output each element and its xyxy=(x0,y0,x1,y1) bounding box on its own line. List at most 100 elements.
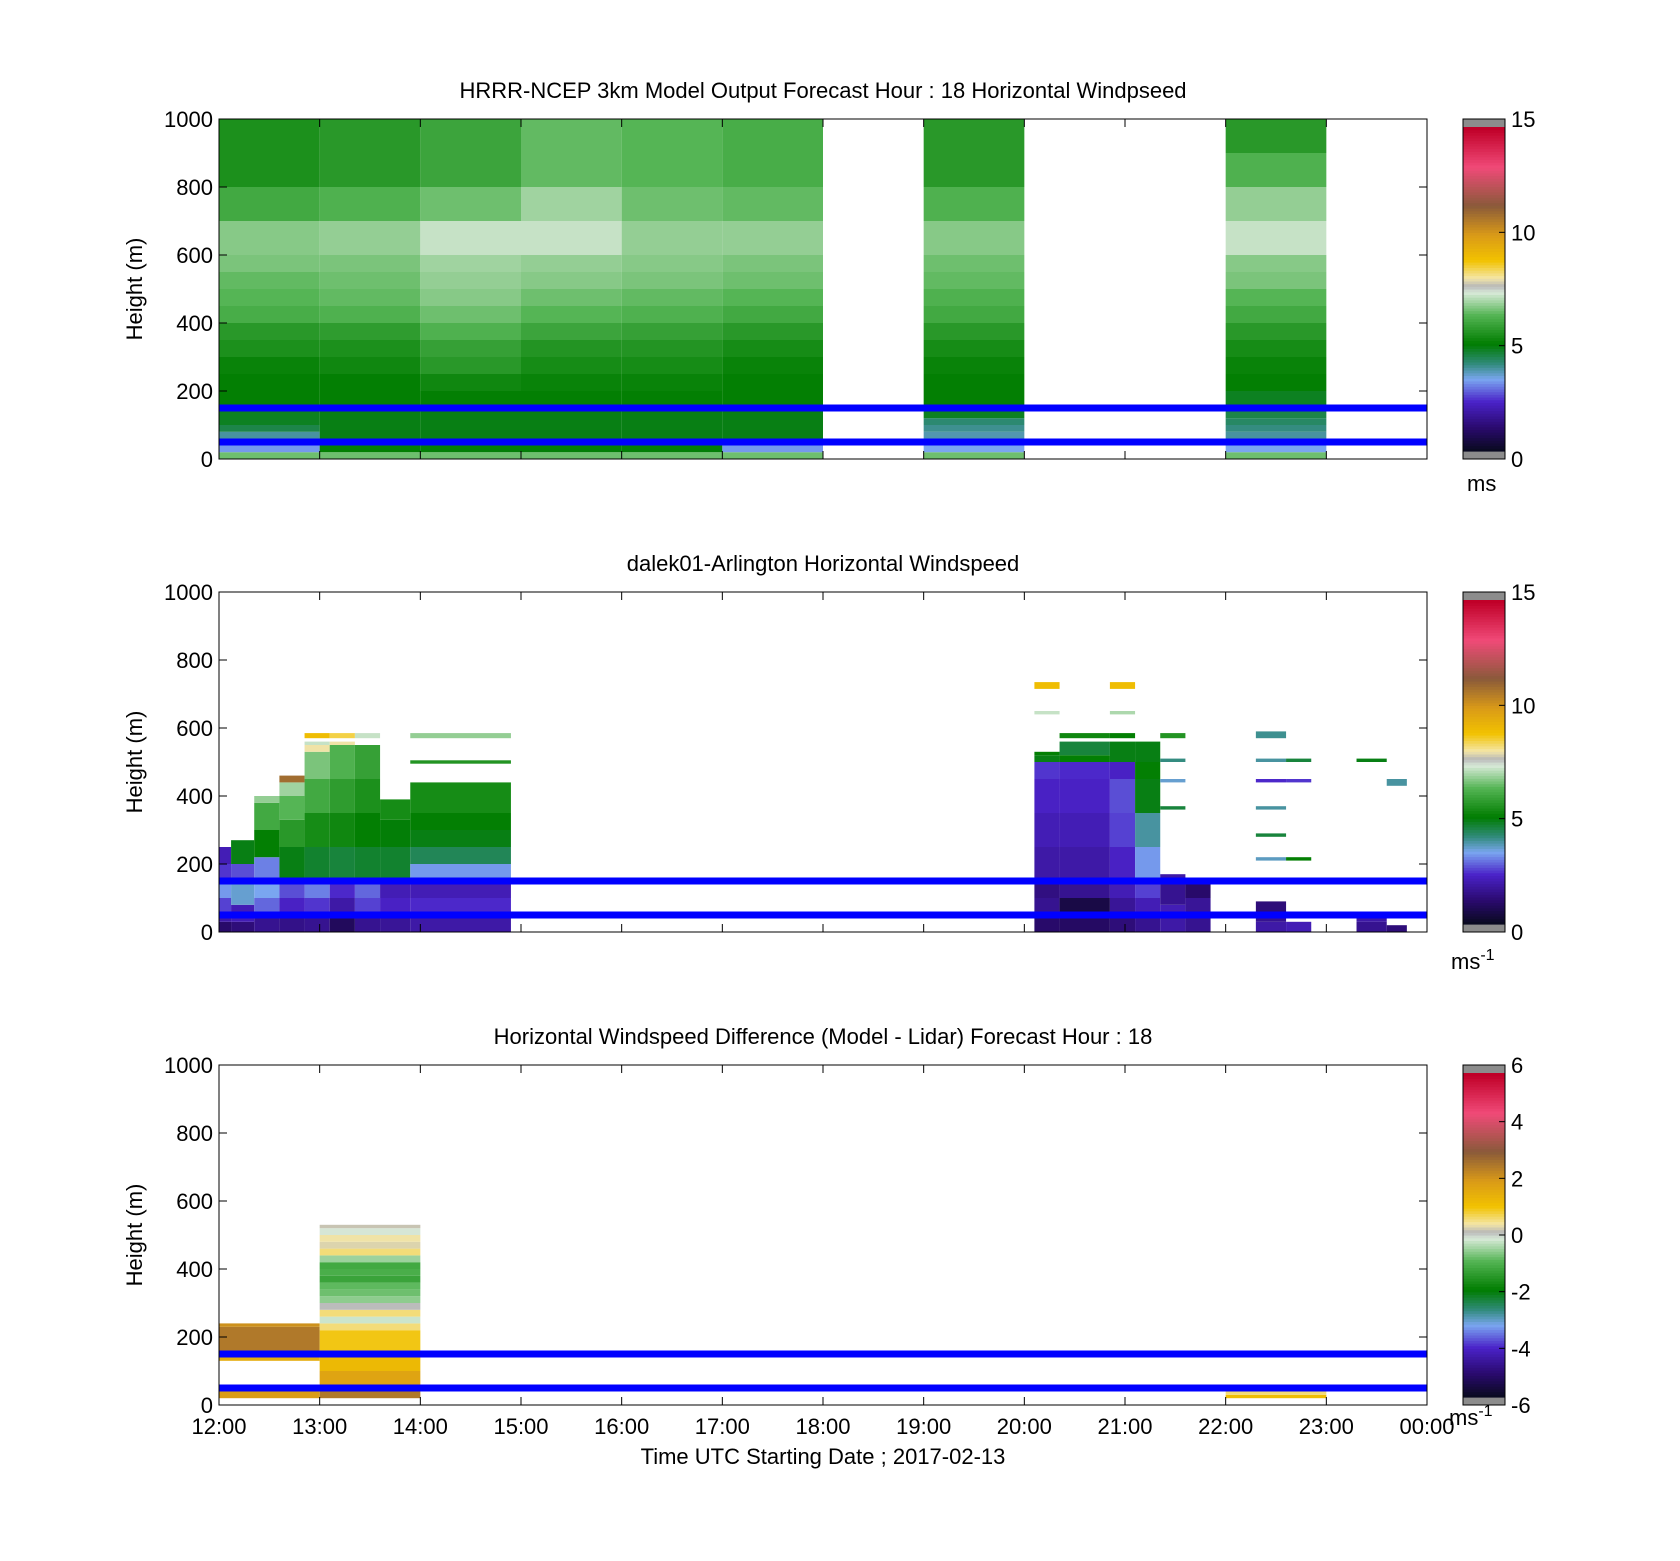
heatmap-cell xyxy=(319,323,421,340)
heatmap-cell xyxy=(279,918,305,932)
colorbar-segment xyxy=(1463,1116,1505,1120)
heatmap-cell xyxy=(722,452,823,459)
heatmap-cell xyxy=(1225,357,1327,374)
heatmap-cell xyxy=(410,782,511,813)
colorbar-segment xyxy=(1463,697,1505,701)
colorbar-segment xyxy=(1463,605,1505,609)
colorbar-segment xyxy=(1463,343,1505,347)
colorbar-tick-label: 15 xyxy=(1511,580,1535,605)
heatmap-cell xyxy=(319,452,421,459)
heatmap-cell xyxy=(1135,847,1161,881)
heatmap-cell xyxy=(420,306,521,323)
colorbar-segment xyxy=(1463,367,1505,371)
x-tick-label: 20:00 xyxy=(997,1414,1052,1439)
heatmap-cell xyxy=(521,445,622,453)
colorbar-unit-label: ms xyxy=(1467,471,1496,496)
colorbar-segment xyxy=(1463,167,1505,171)
colorbar-segment xyxy=(1463,283,1505,287)
colorbar-segment xyxy=(1463,810,1505,814)
heatmap-cell xyxy=(1059,755,1110,762)
colorbar-segment xyxy=(1463,834,1505,839)
heatmap-cell xyxy=(923,306,1025,323)
heatmap-cell xyxy=(1059,918,1110,932)
colorbar-segment xyxy=(1463,135,1505,139)
y-tick-label: 800 xyxy=(176,1121,213,1146)
colorbar-segment xyxy=(1463,1154,1505,1158)
colorbar-segment xyxy=(1463,640,1505,644)
colorbar-segment xyxy=(1463,1221,1505,1225)
colorbar-segment xyxy=(1463,1183,1505,1187)
colorbar-segment xyxy=(1463,402,1505,406)
colorbar-segment xyxy=(1463,786,1505,790)
colorbar-segment xyxy=(1463,248,1505,252)
colorbar-segment xyxy=(1463,164,1505,169)
y-tick-label: 1000 xyxy=(164,107,213,132)
colorbar-segment xyxy=(1463,1316,1505,1320)
colorbar-segment xyxy=(1463,654,1505,658)
heatmap-cell xyxy=(304,741,330,745)
colorbar-segment xyxy=(1463,1135,1505,1139)
heatmap-cell xyxy=(1225,221,1327,255)
heatmap-cell xyxy=(410,830,511,847)
colorbar-segment xyxy=(1463,672,1505,677)
heatmap-cell xyxy=(420,323,521,340)
heatmap-cell xyxy=(254,881,280,898)
colorbar-segment xyxy=(1463,894,1505,898)
heatmap-cell xyxy=(1135,779,1161,813)
colorbar-segment xyxy=(1463,208,1505,212)
heatmap-cell xyxy=(923,445,1025,453)
heatmap-cell xyxy=(722,272,823,289)
colorbar-segment xyxy=(1463,370,1505,374)
colorbar-segment xyxy=(1463,1310,1505,1314)
colorbar-segment xyxy=(1463,797,1505,801)
heatmap-cell xyxy=(923,408,1025,419)
heatmap-cell xyxy=(1109,881,1136,898)
heatmap-cell xyxy=(521,255,622,272)
heatmap-cell xyxy=(1255,857,1287,861)
colorbar-segment xyxy=(1463,1337,1505,1341)
colorbar-segment xyxy=(1463,413,1505,417)
colorbar-segment xyxy=(1463,1216,1505,1220)
heatmap-cell xyxy=(521,357,622,374)
colorbar-segment xyxy=(1463,1251,1505,1255)
y-tick-label: 0 xyxy=(201,1393,213,1418)
y-axis-label: Height (m) xyxy=(122,711,147,814)
colorbar-segment xyxy=(1463,694,1505,698)
colorbar-segment xyxy=(1463,726,1505,731)
heatmap-cell xyxy=(1225,119,1327,153)
colorbar-segment xyxy=(1463,1388,1505,1393)
colorbar-unit-label: ms-1 xyxy=(1451,947,1495,974)
heatmap-cell xyxy=(219,921,232,932)
heatmap-cell xyxy=(1059,733,1110,739)
colorbar-segment xyxy=(1463,632,1505,636)
colorbar-segment xyxy=(1463,434,1505,439)
heatmap-cell xyxy=(1286,758,1312,762)
heatmap-cell xyxy=(304,745,330,752)
heatmap-cell xyxy=(1160,918,1186,932)
heatmap-cell xyxy=(319,445,421,453)
colorbar-segment xyxy=(1463,856,1505,860)
heatmap-cell xyxy=(219,864,232,881)
heatmap-cell xyxy=(1059,813,1110,847)
colorbar-segment xyxy=(1463,1245,1505,1250)
colorbar-segment xyxy=(1463,1218,1505,1223)
y-tick-label: 400 xyxy=(176,1257,213,1282)
heatmap-cell xyxy=(621,391,723,408)
heatmap-cell xyxy=(380,918,411,932)
colorbar-segment xyxy=(1463,418,1505,422)
heatmap-cell xyxy=(354,779,381,813)
heatmap-cell xyxy=(410,864,511,881)
colorbar: 0 5 10 15 xyxy=(1462,580,1535,945)
colorbar-segment xyxy=(1463,805,1505,809)
colorbar-segment xyxy=(1463,861,1505,866)
colorbar-segment xyxy=(1463,780,1505,785)
colorbar-segment xyxy=(1463,172,1505,177)
x-tick-label: 17:00 xyxy=(695,1414,750,1439)
colorbar-segment xyxy=(1463,1240,1505,1244)
colorbar-segment xyxy=(1463,1370,1505,1374)
heatmap-cell xyxy=(1109,762,1136,779)
heatmap-cell xyxy=(420,255,521,272)
heatmap-cell xyxy=(1109,733,1136,739)
colorbar-segment xyxy=(1463,426,1505,430)
colorbar-segment xyxy=(1463,440,1505,444)
